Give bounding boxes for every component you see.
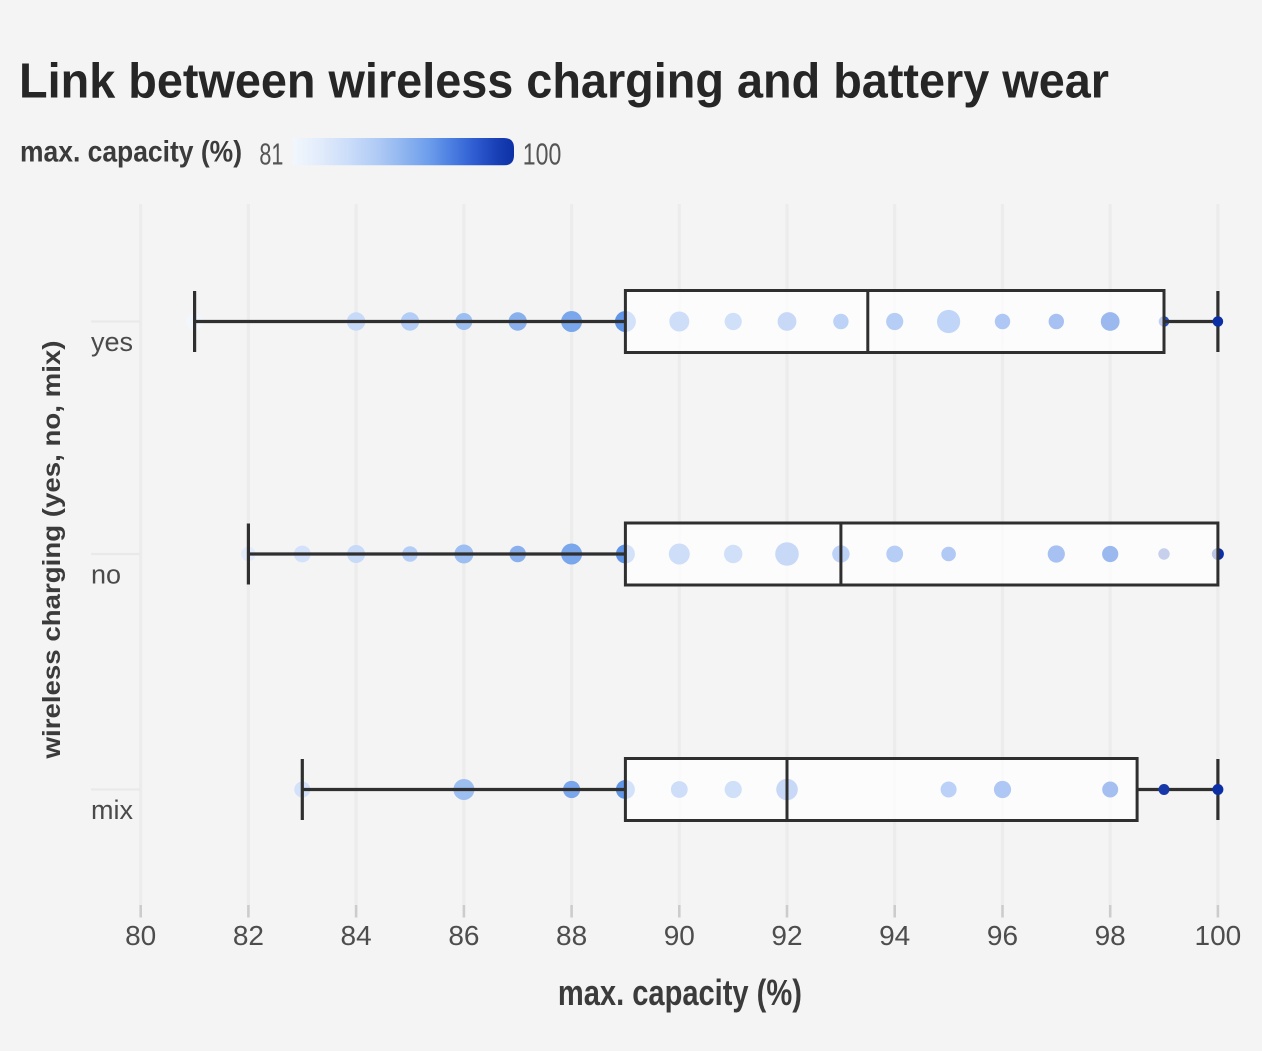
svg-text:no: no: [91, 560, 121, 590]
svg-text:80: 80: [125, 920, 156, 951]
svg-text:mix: mix: [91, 795, 133, 825]
svg-text:92: 92: [771, 920, 802, 951]
svg-text:81: 81: [259, 137, 283, 172]
svg-text:max. capacity (%): max. capacity (%): [20, 136, 242, 169]
svg-text:100: 100: [523, 137, 562, 172]
svg-text:94: 94: [879, 920, 910, 951]
svg-text:96: 96: [987, 920, 1018, 951]
svg-text:84: 84: [341, 920, 372, 951]
svg-text:100: 100: [1195, 920, 1242, 951]
svg-text:82: 82: [233, 920, 264, 951]
svg-text:98: 98: [1095, 920, 1126, 951]
svg-text:Link between wireless charging: Link between wireless charging and batte…: [19, 55, 1109, 109]
svg-text:wireless charging (yes, no, mi: wireless charging (yes, no, mix): [38, 340, 66, 759]
svg-text:86: 86: [448, 920, 479, 951]
svg-text:yes: yes: [91, 327, 133, 357]
svg-text:88: 88: [556, 920, 587, 951]
svg-text:90: 90: [664, 920, 695, 951]
svg-text:max. capacity (%): max. capacity (%): [558, 972, 802, 1013]
